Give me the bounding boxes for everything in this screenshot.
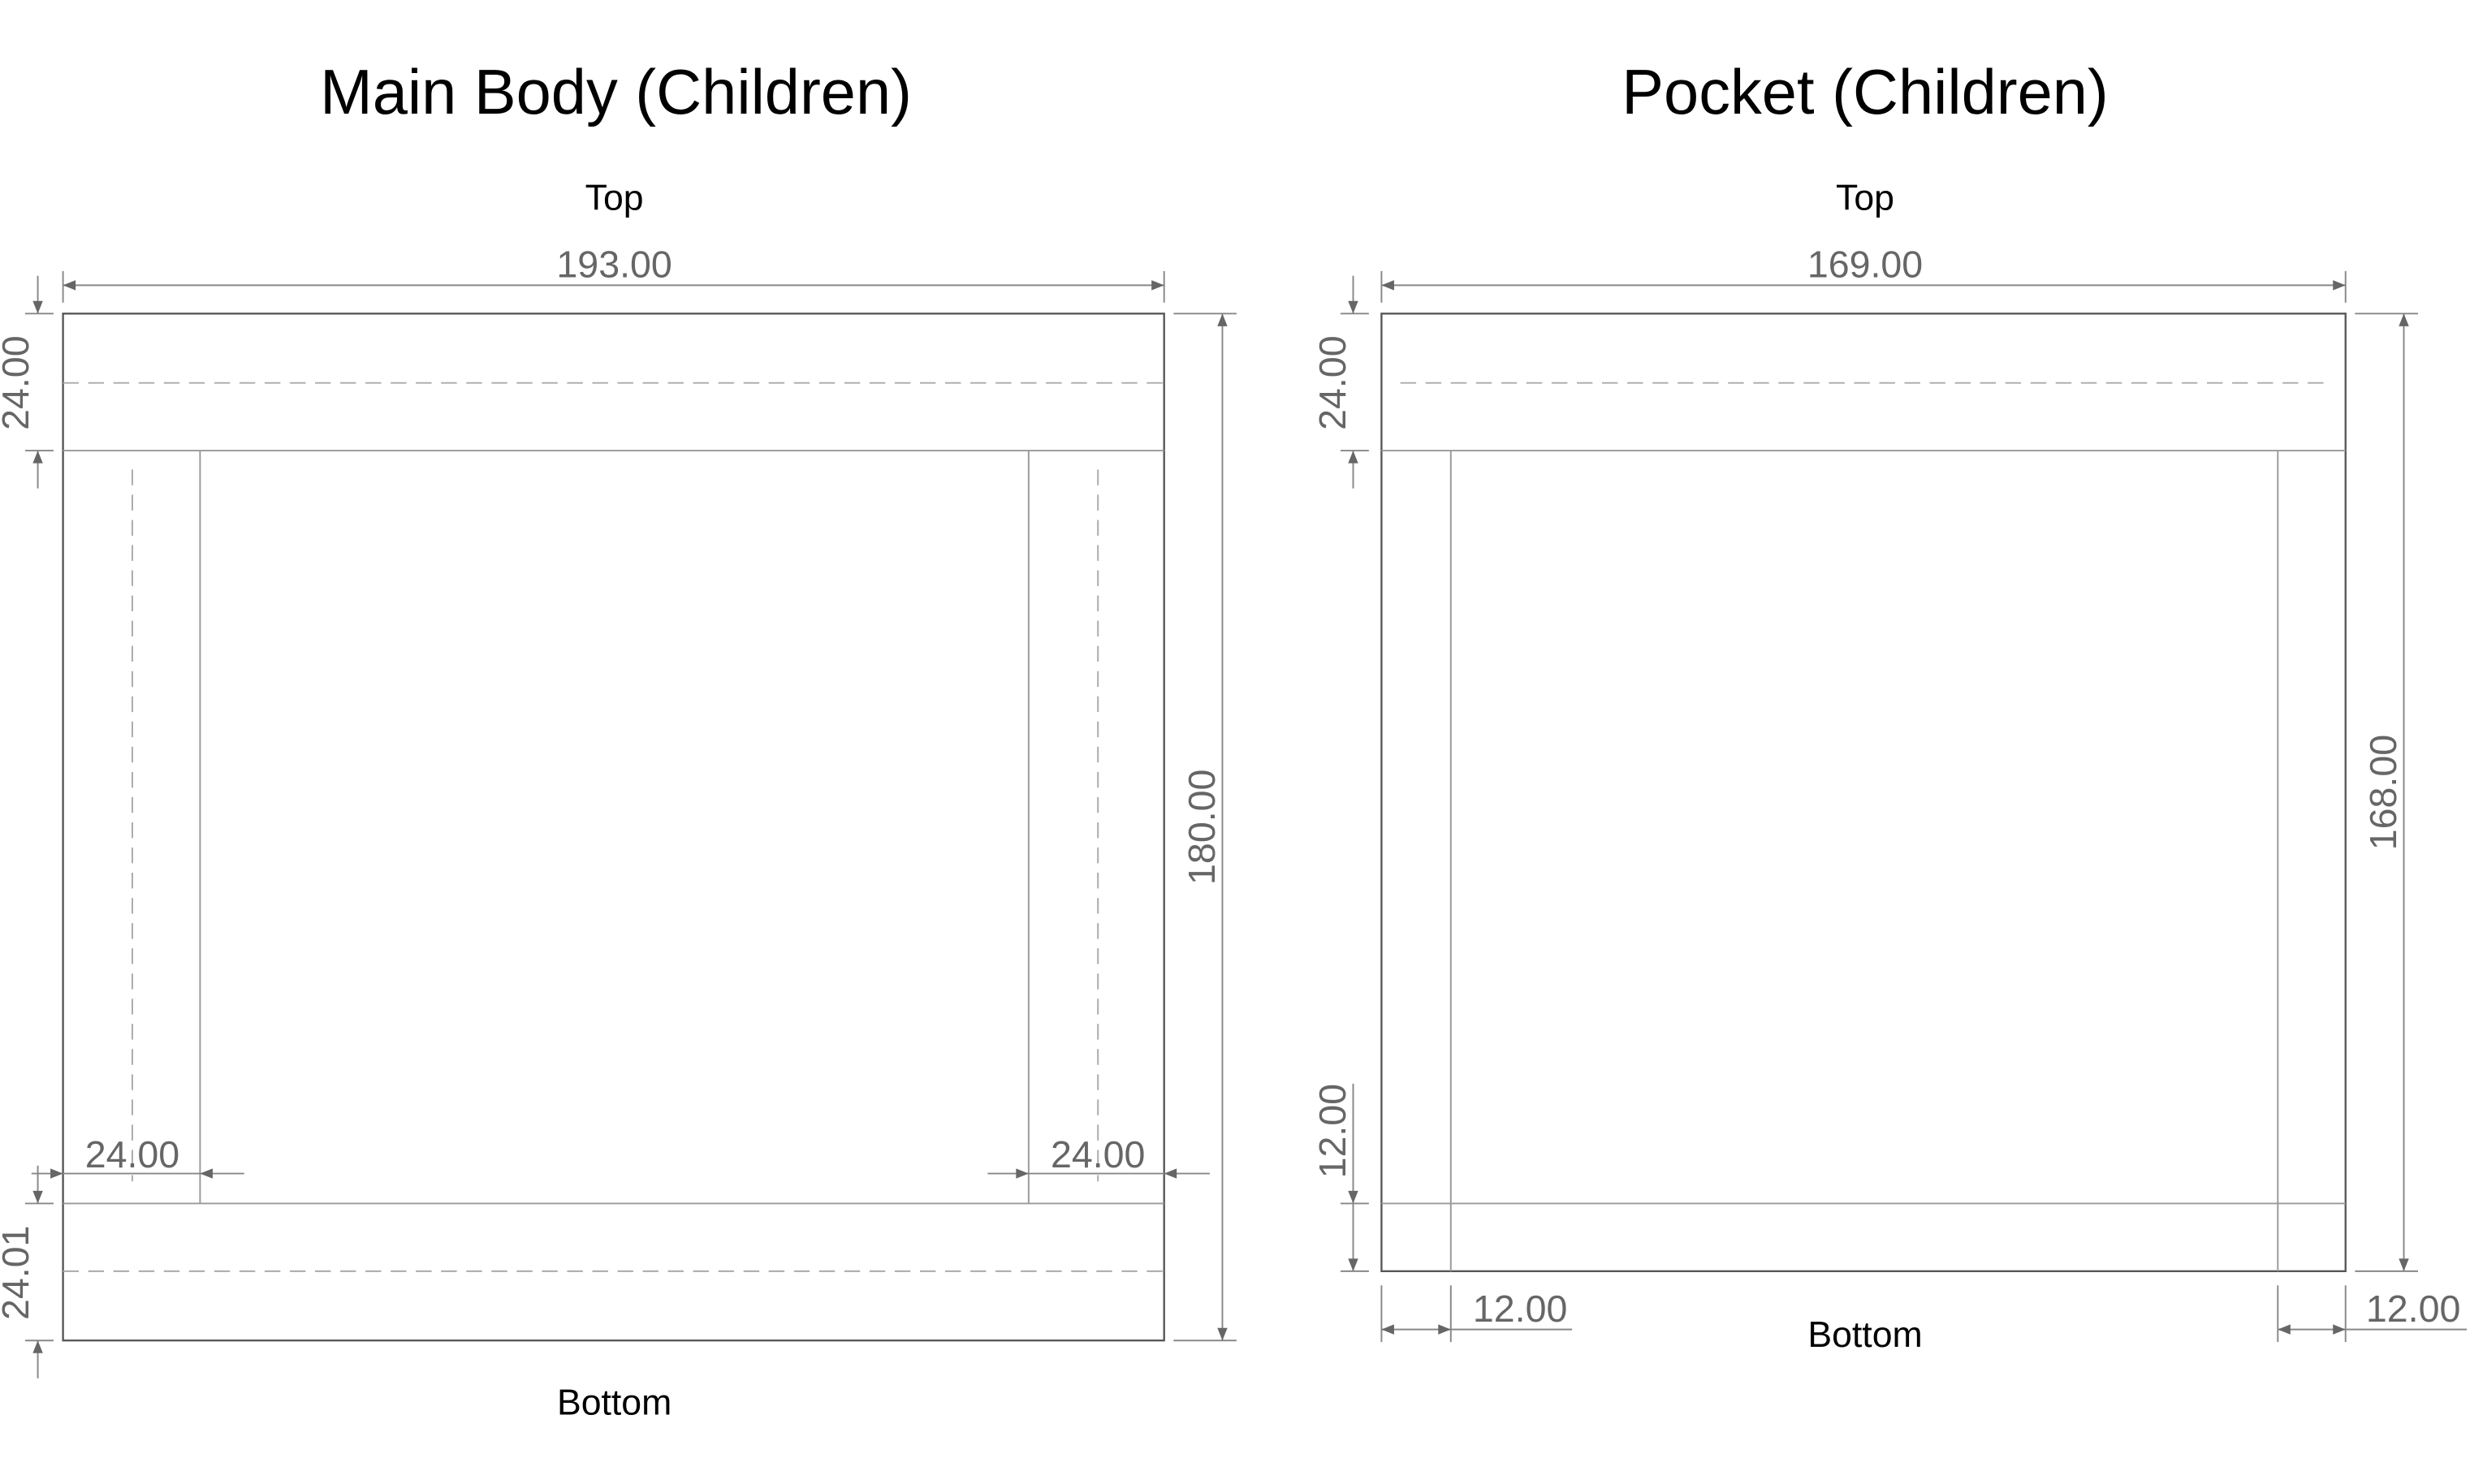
dimension-text: 24.01 bbox=[0, 1226, 37, 1320]
bottom-label: Bottom bbox=[1807, 1315, 1922, 1355]
dimension-text: 24.00 bbox=[85, 1133, 179, 1176]
top-label: Top bbox=[585, 178, 644, 218]
panel-title: Pocket (Children) bbox=[1621, 58, 2108, 127]
dimension-lines bbox=[1340, 270, 2468, 1343]
dimension-text: 24.00 bbox=[1311, 335, 1354, 429]
dimension-text: 12.00 bbox=[2366, 1288, 2460, 1330]
dimension-text: 24.00 bbox=[0, 335, 37, 429]
dimension-text: 12.00 bbox=[1311, 1084, 1354, 1178]
dimension-lines bbox=[25, 270, 1237, 1378]
dimension-text: 168.00 bbox=[2362, 735, 2404, 850]
top-label: Top bbox=[1836, 178, 1894, 218]
dimension-text: 169.00 bbox=[1807, 244, 1923, 286]
dimension-text: 193.00 bbox=[556, 244, 671, 286]
dimension-text: 24.00 bbox=[1051, 1133, 1145, 1176]
dimension-text: 12.00 bbox=[1473, 1288, 1567, 1330]
outline bbox=[62, 313, 1165, 1342]
outline bbox=[1380, 313, 2347, 1273]
bottom-label: Bottom bbox=[557, 1383, 671, 1422]
main-body-panel: Main Body (Children) Top Bottom 193.00 1… bbox=[0, 58, 1237, 1422]
pocket-panel: Pocket (Children) Top Bottom 169.00 168.… bbox=[1311, 58, 2468, 1355]
panel-title: Main Body (Children) bbox=[320, 58, 912, 127]
dimension-text: 180.00 bbox=[1181, 770, 1223, 885]
